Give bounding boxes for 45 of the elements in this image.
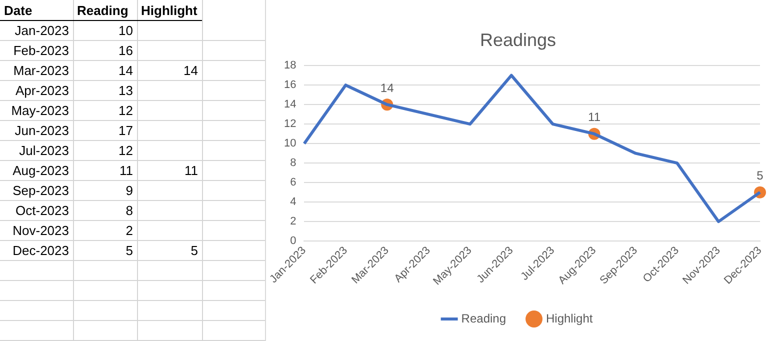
data-label: 16 <box>118 42 134 60</box>
data-label: 2 <box>124 222 134 240</box>
y-tick-label: 8 <box>290 157 296 170</box>
y-tick-label: 10 <box>284 138 296 150</box>
data-label: 13 <box>118 82 134 100</box>
category-label: Aug-2023 <box>12 162 70 180</box>
y-tick-label: 12 <box>284 118 296 130</box>
y-tick-label: 14 <box>284 98 296 111</box>
category-label: Sep-2023 <box>12 182 70 200</box>
y-tick-label: 0 <box>290 235 296 248</box>
data-label: 17 <box>118 122 134 140</box>
data-label: 5 <box>756 168 764 183</box>
category-label: Feb-2023 <box>12 42 70 60</box>
category-label: Jun-2023 <box>14 122 70 140</box>
text: Date <box>3 2 34 20</box>
data-label: 11 <box>118 162 134 180</box>
y-tick-label: 2 <box>290 216 296 228</box>
text: Reading <box>76 2 130 20</box>
category-label: Jul-2023 <box>18 142 70 160</box>
data-label: 8 <box>124 202 134 220</box>
category-label: Oct-2023 <box>14 202 70 220</box>
y-tick-label: 18 <box>284 60 296 72</box>
y-tick-label: 16 <box>284 79 296 92</box>
data-label: 10 <box>118 22 134 40</box>
data-label: 14 <box>118 62 134 80</box>
legend-label: Reading <box>461 311 506 326</box>
text: Highlight <box>140 2 198 20</box>
data-label: 12 <box>118 102 134 120</box>
data-label: 5 <box>124 242 134 260</box>
data-label: 11 <box>184 162 199 180</box>
data-label: 5 <box>190 242 199 260</box>
data-label: 9 <box>124 182 134 200</box>
category-label: May-2023 <box>10 102 70 120</box>
category-label: Mar-2023 <box>12 62 70 80</box>
data-label: 14 <box>182 62 199 80</box>
data-label: 12 <box>118 142 134 160</box>
category-label: Nov-2023 <box>12 222 70 240</box>
category-label: Jan-2023 <box>14 22 70 40</box>
legend-label: Highlight <box>546 311 594 326</box>
category-label: Apr-2023 <box>14 82 70 100</box>
data-label: 14 <box>380 80 394 95</box>
data-label: 11 <box>588 110 601 124</box>
y-tick-label: 6 <box>290 176 296 189</box>
chart-title: Readings <box>480 30 556 50</box>
y-tick-label: 4 <box>290 196 296 208</box>
